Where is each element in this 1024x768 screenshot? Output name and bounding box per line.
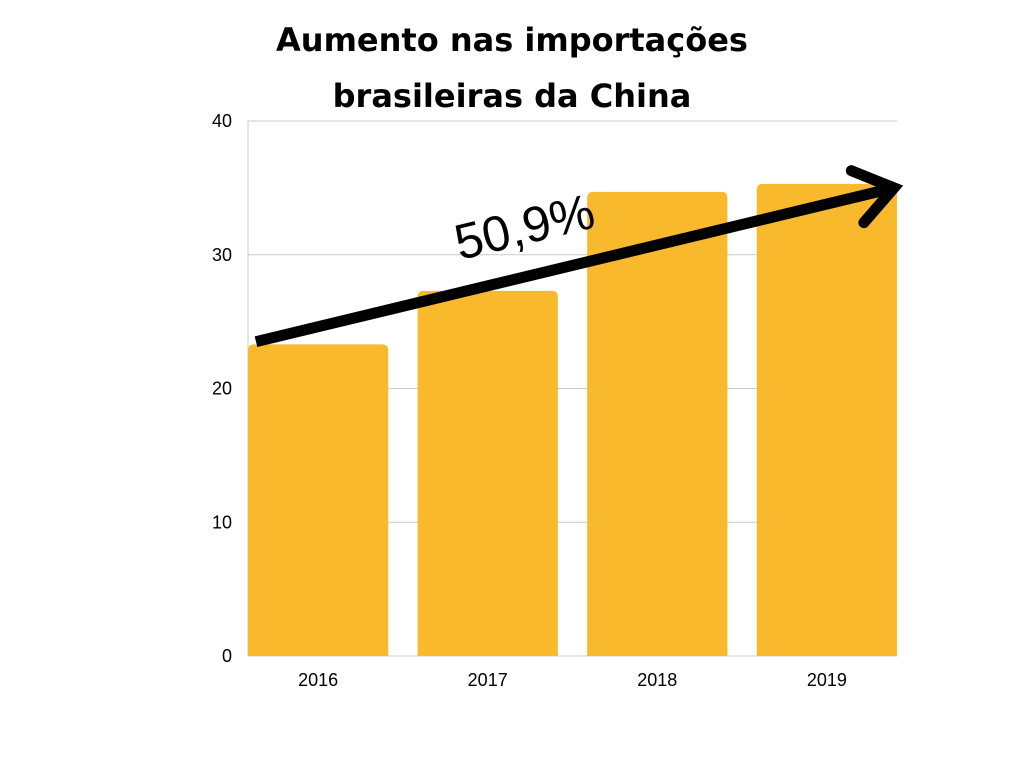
y-axis: 0 10 20 30 40: [212, 111, 249, 666]
chart-title: Aumento nas importações brasileiras da C…: [0, 12, 1024, 124]
bars: [248, 183, 897, 657]
x-tick-label-2017: 2017: [468, 670, 508, 690]
x-tick-label-2018: 2018: [637, 670, 677, 690]
chart-title-line-2: brasileiras da China: [332, 77, 692, 115]
bar-2017: [417, 290, 558, 656]
bar-2018: [587, 191, 728, 656]
x-tick-label-2016: 2016: [298, 670, 338, 690]
trend-percentage-label: 50,9%: [449, 183, 600, 271]
y-tick-label-40: 40: [212, 111, 232, 131]
bar-2019: [756, 183, 897, 657]
y-tick-label-30: 30: [212, 245, 232, 265]
chart-title-line-1: Aumento nas importações: [276, 21, 748, 59]
x-tick-label-2019: 2019: [807, 670, 847, 690]
x-axis: 2016 2017 2018 2019: [298, 670, 847, 690]
y-tick-label-10: 10: [212, 512, 232, 532]
bar-2016: [248, 344, 389, 656]
y-tick-label-0: 0: [222, 646, 232, 666]
trend-arrow-head: [845, 165, 904, 229]
y-tick-label-20: 20: [212, 379, 232, 399]
trend-arrow-line: [254, 182, 896, 348]
